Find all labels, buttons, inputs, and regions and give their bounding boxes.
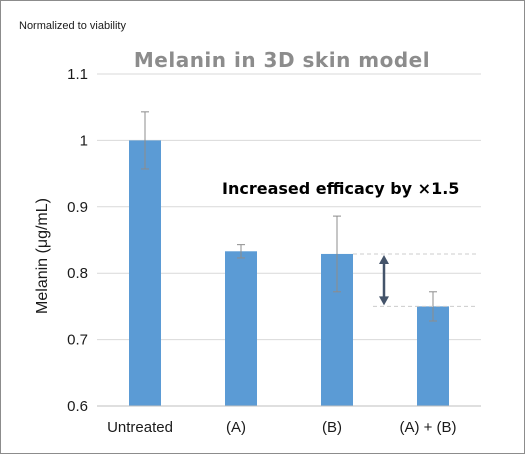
efficacy-annotation: Increased efficacy by ×1.5 <box>222 179 459 198</box>
y-tick-label: 1 <box>80 132 88 149</box>
bar <box>417 306 449 406</box>
chart-title: Melanin in 3D skin model <box>134 48 430 72</box>
y-tick-label: 1.1 <box>67 66 88 83</box>
comparison-arrowhead-up <box>379 254 389 264</box>
y-tick-label: 0.9 <box>67 199 88 216</box>
category-label: (A) + (B) <box>399 419 456 436</box>
bar <box>225 251 257 406</box>
bar <box>129 140 161 406</box>
y-axis-label: Melanin (μg/mL) <box>34 198 51 314</box>
normalization-note: Normalized to viability <box>19 20 126 32</box>
y-tick-label: 0.7 <box>67 332 88 349</box>
y-tick-label: 0.6 <box>67 398 88 415</box>
y-tick-label: 0.8 <box>67 265 88 282</box>
category-label: Untreated <box>107 419 173 436</box>
category-label: (B) <box>322 419 342 436</box>
category-label: (A) <box>226 419 246 436</box>
comparison-arrowhead-down <box>379 296 389 306</box>
